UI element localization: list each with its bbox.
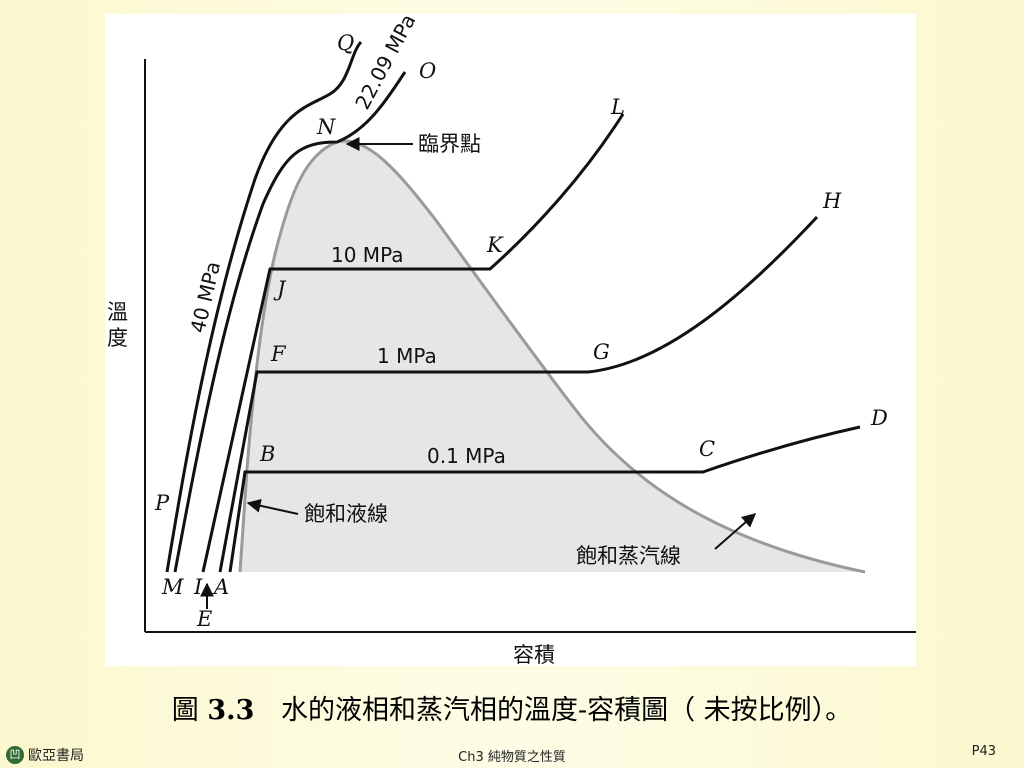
point-g: G — [593, 340, 610, 364]
point-f: F — [270, 342, 287, 366]
x-axis-label: 容積 — [513, 643, 555, 666]
label-01mpa: 0.1 MPa — [427, 444, 506, 468]
saturated-liquid-arrow — [246, 498, 299, 515]
point-e: E — [196, 607, 212, 631]
footer-chapter: Ch3 純物質之性質 — [458, 750, 566, 765]
y-axis-label: 溫度 — [107, 300, 128, 350]
saturated-vapor-line — [336, 139, 866, 574]
y-axis-label-char: 度 — [107, 326, 128, 350]
label-40mpa: 40 MPa — [185, 259, 225, 335]
publisher-name: 歐亞書局 — [28, 748, 84, 764]
saturated-liquid-label: 飽和液線 — [304, 502, 388, 526]
saturated-vapor-label: 飽和蒸汽線 — [576, 544, 681, 568]
isobar-1mpa-curve — [218, 215, 819, 573]
isobar-01mpa-curve — [228, 425, 861, 573]
point-m: M — [161, 575, 184, 599]
saturated-vapor-arrow — [714, 513, 757, 550]
point-h: H — [822, 189, 842, 213]
point-b: B — [259, 442, 275, 466]
saturated-liquid-line — [238, 140, 338, 573]
figure-caption: 圖 3.3 水的液相和蒸汽相的溫度-容積圖（ 未按比例）。 — [0, 688, 1024, 727]
critical-point-label: 臨界點 — [418, 132, 481, 156]
tv-diagram: 40 MPa 22.09 MPa 10 MPa 1 MPa 0.1 MPa 臨界… — [107, 14, 916, 666]
point-q: Q — [337, 31, 354, 55]
publisher-logo-icon: 凹 — [6, 746, 24, 764]
caption-text: 水的液相和蒸汽相的溫度-容積圖（ 未按比例）。 — [280, 695, 853, 726]
footer-publisher: 凹 歐亞書局 — [6, 744, 84, 766]
caption-number: 3.3 — [207, 695, 255, 726]
two-phase-region — [240, 140, 865, 572]
y-axis-label-char: 溫 — [107, 300, 128, 324]
footer-page-number: P43 — [971, 744, 996, 759]
point-n: N — [316, 115, 336, 139]
figure-panel: 40 MPa 22.09 MPa 10 MPa 1 MPa 0.1 MPa 臨界… — [105, 14, 916, 666]
isobar-critical-curve — [173, 71, 407, 573]
point-d: D — [870, 406, 888, 430]
point-k: K — [486, 233, 504, 257]
point-o: O — [419, 59, 436, 83]
label-10mpa: 10 MPa — [331, 243, 403, 267]
point-l: L — [610, 95, 625, 119]
label-1mpa: 1 MPa — [377, 344, 437, 368]
caption-prefix: 圖 — [171, 695, 199, 726]
point-c: C — [699, 437, 715, 461]
isobar-10mpa-curve — [201, 113, 625, 573]
point-a: A — [212, 575, 229, 599]
isobar-40mpa-curve — [165, 40, 363, 573]
point-i: I — [193, 575, 203, 599]
point-p: P — [154, 491, 170, 515]
point-j: J — [273, 277, 287, 301]
